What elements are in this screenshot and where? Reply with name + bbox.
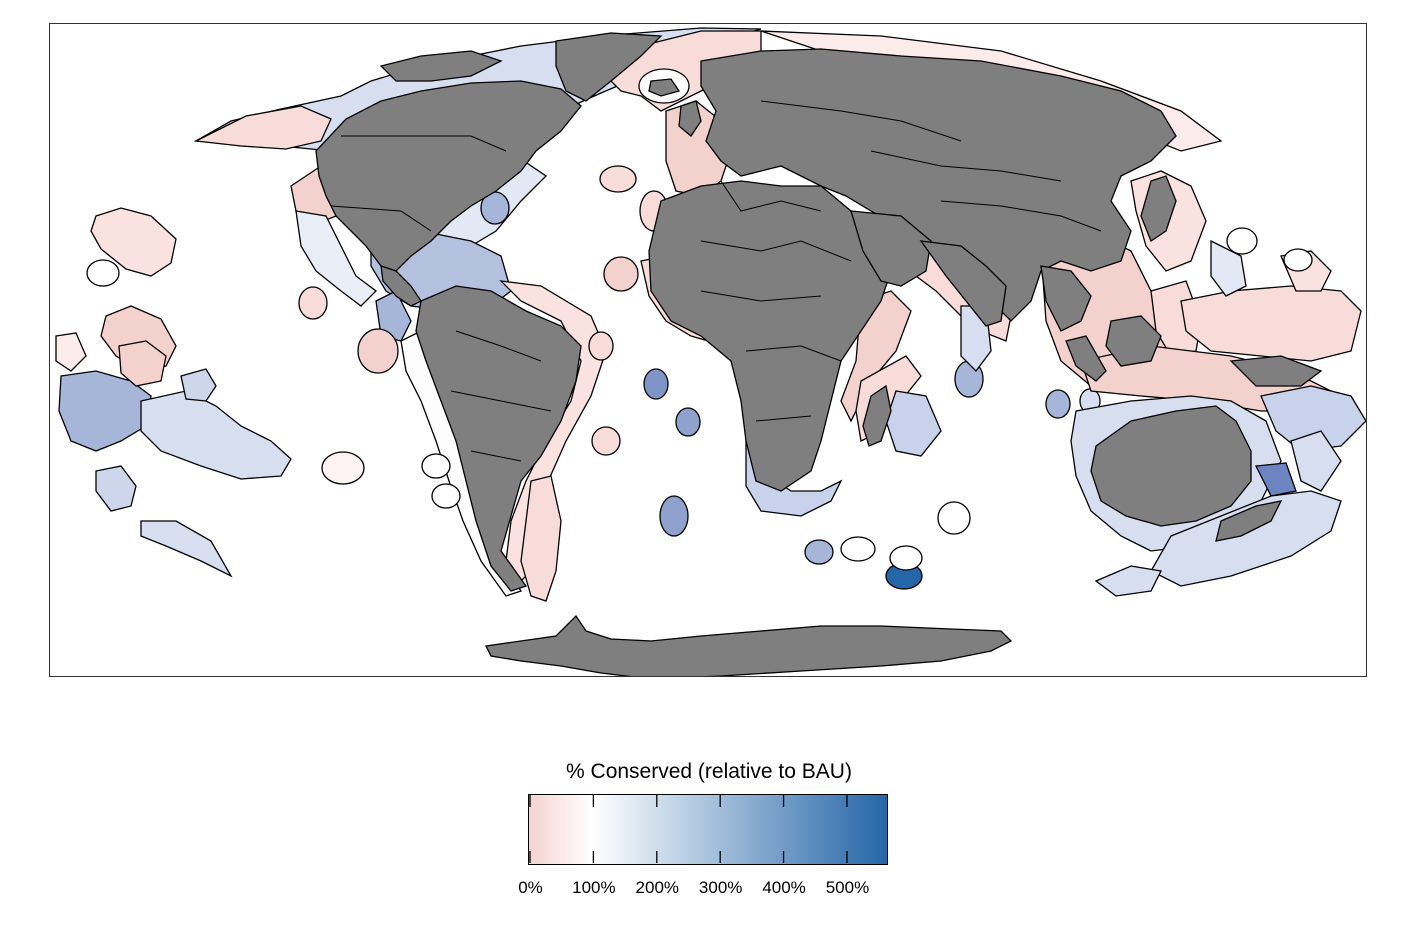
- eez-pacific-blue-3: [180, 368, 217, 402]
- land-japan: [1140, 175, 1177, 242]
- world-map: [55, 27, 1366, 676]
- legend-tick-label: 500%: [825, 878, 870, 897]
- land-indonesia-borneo: [1105, 315, 1162, 367]
- legend-title: % Conserved (relative to BAU): [566, 760, 852, 783]
- land-new-guinea: [1229, 355, 1323, 387]
- legend-tick-label: 300%: [698, 878, 743, 897]
- land-north-america: [315, 80, 582, 272]
- eez-alaska: [193, 105, 332, 150]
- legend-tick-label: 400%: [762, 878, 806, 897]
- land-india: [919, 240, 1007, 327]
- eez-falkland-islet: [431, 483, 461, 509]
- land-madagascar: [862, 384, 892, 447]
- eez-pacific-north-pink: [90, 207, 177, 277]
- land-uk: [678, 100, 702, 137]
- eez-trindade: [591, 426, 621, 456]
- eez-pacific-islet-2: [321, 451, 365, 485]
- land-se-asia-peninsula: [1040, 265, 1092, 332]
- eez-micronesia: [1180, 285, 1362, 362]
- eez-st-helena: [675, 407, 701, 437]
- land-greenland: [555, 32, 663, 102]
- eez-nz-south: [1094, 565, 1162, 597]
- eez-vanuatu: [1290, 430, 1342, 492]
- eez-galapagos: [357, 328, 399, 374]
- eez-tristan: [659, 495, 689, 537]
- legend-tick-label: 0%: [518, 878, 543, 897]
- eez-pacific-south-2: [140, 520, 233, 578]
- eez-pacific-pink-3: [118, 340, 167, 387]
- land-eurasia: [700, 48, 1177, 322]
- land-arctic-islands: [379, 50, 503, 82]
- eez-azores: [599, 165, 637, 193]
- eez-cape-verde: [603, 256, 639, 292]
- eez-ascension: [643, 368, 669, 400]
- eez-new-zealand: [1150, 490, 1342, 587]
- land: [315, 32, 1323, 676]
- eez-crozet: [804, 539, 834, 565]
- land-new-zealand: [1215, 500, 1283, 542]
- country-borders: [330, 100, 1102, 462]
- land-arabia: [850, 210, 932, 287]
- eez-mexico-pacific: [295, 210, 377, 307]
- legend: % Conserved (relative to BAU) 0% 100% 200%…: [0, 740, 1417, 940]
- eez-pacific-pink-2: [55, 332, 87, 372]
- land-central-america: [380, 265, 422, 307]
- eez-pacific-east-blue: [1210, 239, 1247, 297]
- eez-png-solomons: [1260, 385, 1366, 452]
- eez-mascarene: [885, 390, 942, 457]
- eez-pacific-blue-2: [140, 390, 292, 480]
- eez-wake: [1283, 248, 1313, 272]
- land-sumatra: [1065, 335, 1107, 382]
- land-africa: [648, 180, 892, 492]
- eez-argentina: [520, 475, 562, 602]
- eez-marcus: [1226, 227, 1258, 255]
- eez-cocos: [1045, 389, 1071, 419]
- legend-tick-label: 200%: [635, 878, 680, 897]
- legend-tick-label: 100%: [572, 878, 616, 897]
- legend-color-bar: [528, 794, 888, 865]
- eez-prince-edward: [840, 536, 876, 562]
- map-panel: [49, 23, 1367, 677]
- eez-juan-fernandez: [421, 453, 451, 479]
- eez-new-caledonia: [1254, 462, 1297, 497]
- land-iceland: [648, 78, 681, 97]
- land-antarctica: [485, 614, 1013, 676]
- eez-fernando: [588, 331, 614, 361]
- land-australia: [1090, 405, 1252, 527]
- eez-pacific-islet: [86, 259, 120, 287]
- land-south-america: [415, 285, 582, 592]
- eez-pacific-south: [95, 465, 137, 512]
- eez-pacific-blue-1: [58, 370, 152, 452]
- eez-kerguelen-2: [889, 545, 923, 571]
- eez-amsterdam: [937, 501, 971, 535]
- eez-clipperton: [298, 286, 328, 320]
